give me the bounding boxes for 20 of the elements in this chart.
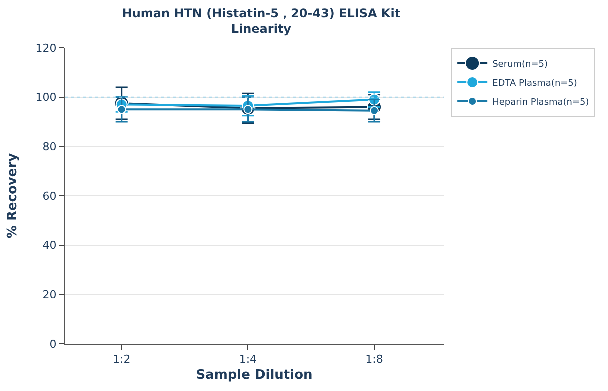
x-axis-title: Sample Dilution (196, 368, 313, 383)
y-tick-label: 40 (42, 239, 57, 252)
y-tick-label: 20 (42, 288, 57, 302)
legend-label: Serum(n=5) (492, 60, 548, 70)
chart-subtitle: Linearity (231, 22, 292, 36)
y-tick-label: 0 (50, 338, 57, 351)
point (117, 105, 126, 114)
y-tick-label: 60 (42, 190, 57, 203)
x-tick-label: 1:4 (239, 353, 258, 366)
legend-label: Heparin Plasma(n=5) (492, 98, 590, 108)
chart-title: Human HTN (Histatin-5，20-43) ELISA Kit (122, 6, 401, 21)
y-tick-label: 120 (36, 42, 57, 55)
x-tick-label: 1:2 (113, 353, 131, 366)
legend-label: EDTA Plasma(n=5) (492, 79, 578, 90)
y-tick-label: 80 (42, 140, 57, 154)
x-tick-label: 1:8 (366, 353, 384, 366)
point (370, 106, 380, 116)
y-tick-label: 100 (36, 91, 57, 104)
y-axis-title: % Recovery (6, 152, 21, 239)
point (244, 105, 253, 114)
